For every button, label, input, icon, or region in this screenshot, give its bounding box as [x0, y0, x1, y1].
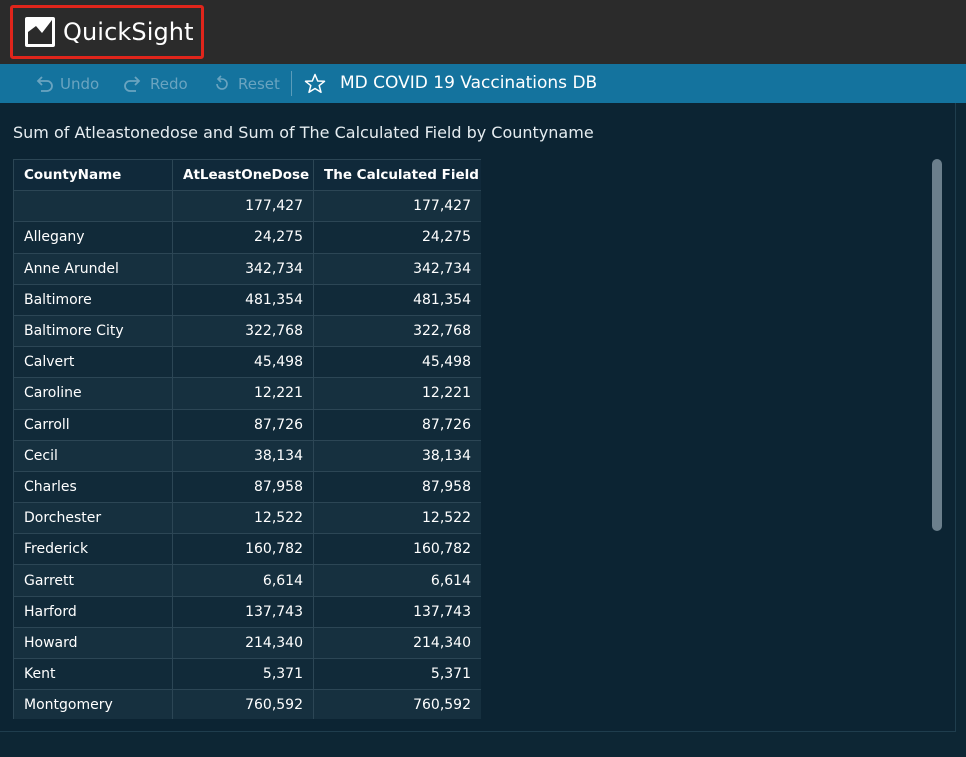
vertical-scrollbar[interactable] [932, 159, 942, 531]
county-name-cell: Anne Arundel [13, 252, 173, 285]
undo-button[interactable]: Undo [33, 64, 99, 103]
table-row[interactable]: Baltimore 481,354 481,354 [13, 283, 481, 316]
quicksight-brand[interactable]: QuickSight [10, 5, 204, 59]
visual-title: Sum of Atleastonedose and Sum of The Cal… [13, 123, 594, 142]
atleastonedose-cell: 45,498 [172, 346, 314, 379]
county-name-cell: Kent [13, 657, 173, 691]
dashboard-title: MD COVID 19 Vaccinations DB [340, 73, 598, 93]
atleastonedose-cell: 481,354 [172, 283, 314, 316]
table-row[interactable]: Montgomery 760,592 760,592 [13, 689, 481, 719]
calculated-field-cell: 87,958 [313, 470, 481, 504]
redo-icon [124, 75, 141, 92]
calculated-field-cell: 12,522 [313, 502, 481, 535]
county-name-cell: Dorchester [13, 502, 173, 535]
county-name-cell [13, 190, 173, 223]
calculated-field-cell: 214,340 [313, 626, 481, 660]
table-row[interactable]: Anne Arundel 342,734 342,734 [13, 252, 481, 285]
calculated-field-cell: 137,743 [313, 595, 481, 628]
atleastonedose-cell: 87,726 [172, 408, 314, 441]
county-name-cell: Carroll [13, 408, 173, 441]
county-name-cell: Calvert [13, 346, 173, 379]
reset-icon [216, 74, 228, 90]
pivot-table: CountyName AtLeastOneDose The Calculated… [13, 159, 481, 719]
atleastonedose-cell: 760,592 [172, 689, 314, 719]
calculated-field-cell: 342,734 [313, 252, 481, 285]
calculated-field-cell: 6,614 [313, 564, 481, 597]
column-header-atleastonedose[interactable]: AtLeastOneDose [172, 159, 314, 192]
county-name-cell: Allegany [13, 221, 173, 254]
calculated-field-cell: 87,726 [313, 408, 481, 441]
table-row[interactable]: Caroline 12,221 12,221 [13, 377, 481, 410]
table-row[interactable]: Harford 137,743 137,743 [13, 595, 481, 628]
calculated-field-cell: 160,782 [313, 533, 481, 566]
quicksight-logo-icon [25, 17, 55, 47]
redo-button[interactable]: Redo [121, 64, 188, 103]
star-icon[interactable] [303, 72, 327, 96]
county-name-cell: Howard [13, 626, 173, 660]
table-row[interactable]: Allegany 24,275 24,275 [13, 221, 481, 254]
calculated-field-cell: 12,221 [313, 377, 481, 410]
calculated-field-cell: 38,134 [313, 439, 481, 472]
undo-icon [36, 75, 53, 92]
county-name-cell: Garrett [13, 564, 173, 597]
table-header-row: CountyName AtLeastOneDose The Calculated… [13, 159, 481, 192]
calculated-field-cell: 45,498 [313, 346, 481, 379]
atleastonedose-cell: 24,275 [172, 221, 314, 254]
table-row[interactable]: Baltimore City 322,768 322,768 [13, 314, 481, 348]
table-row[interactable]: Charles 87,958 87,958 [13, 470, 481, 504]
table-row[interactable]: Kent 5,371 5,371 [13, 657, 481, 691]
atleastonedose-cell: 137,743 [172, 595, 314, 628]
table-row[interactable]: Calvert 45,498 45,498 [13, 346, 481, 379]
app-name: QuickSight [63, 18, 194, 46]
county-name-cell: Caroline [13, 377, 173, 410]
atleastonedose-cell: 87,958 [172, 470, 314, 504]
atleastonedose-cell: 12,522 [172, 502, 314, 535]
table-row[interactable]: Howard 214,340 214,340 [13, 626, 481, 660]
atleastonedose-cell: 342,734 [172, 252, 314, 285]
county-name-cell: Charles [13, 470, 173, 504]
calculated-field-cell: 24,275 [313, 221, 481, 254]
atleastonedose-cell: 160,782 [172, 533, 314, 566]
county-name-cell: Montgomery [13, 689, 173, 719]
county-name-cell: Baltimore City [13, 314, 173, 348]
atleastonedose-cell: 177,427 [172, 190, 314, 223]
atleastonedose-cell: 322,768 [172, 314, 314, 348]
county-name-cell: Baltimore [13, 283, 173, 316]
table-row[interactable]: Frederick 160,782 160,782 [13, 533, 481, 566]
atleastonedose-cell: 214,340 [172, 626, 314, 660]
reset-button[interactable]: Reset [211, 64, 280, 103]
table-row[interactable]: Garrett 6,614 6,614 [13, 564, 481, 597]
table-row[interactable]: Dorchester 12,522 12,522 [13, 502, 481, 535]
calculated-field-cell: 481,354 [313, 283, 481, 316]
atleastonedose-cell: 6,614 [172, 564, 314, 597]
visual-panel: Sum of Atleastonedose and Sum of The Cal… [0, 103, 956, 732]
calculated-field-cell: 760,592 [313, 689, 481, 719]
county-name-cell: Cecil [13, 439, 173, 472]
redo-label: Redo [150, 74, 188, 93]
toolbar-divider [291, 71, 292, 96]
county-name-cell: Harford [13, 595, 173, 628]
calculated-field-cell: 5,371 [313, 657, 481, 691]
calculated-field-cell: 322,768 [313, 314, 481, 348]
table-row[interactable]: Cecil 38,134 38,134 [13, 439, 481, 472]
dashboard-toolbar: Undo Redo Reset MD COVID 19 Vaccinations… [0, 64, 966, 103]
column-header-calculated-field[interactable]: The Calculated Field [313, 159, 481, 192]
calculated-field-cell: 177,427 [313, 190, 481, 223]
top-bar: QuickSight [0, 0, 966, 64]
county-name-cell: Frederick [13, 533, 173, 566]
table-row[interactable]: 177,427 177,427 [13, 190, 481, 223]
reset-label: Reset [238, 74, 280, 93]
atleastonedose-cell: 5,371 [172, 657, 314, 691]
undo-label: Undo [60, 74, 100, 93]
column-header-countyname[interactable]: CountyName [13, 159, 173, 192]
table-row[interactable]: Carroll 87,726 87,726 [13, 408, 481, 441]
atleastonedose-cell: 12,221 [172, 377, 314, 410]
atleastonedose-cell: 38,134 [172, 439, 314, 472]
